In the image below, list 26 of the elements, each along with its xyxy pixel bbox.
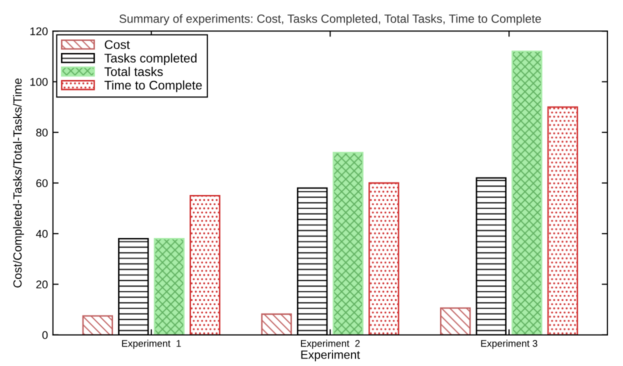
legend-label: Time to Complete bbox=[104, 80, 202, 92]
legend-label: Total tasks bbox=[104, 66, 163, 76]
bar bbox=[512, 50, 542, 335]
legend-label: Tasks completed bbox=[104, 53, 196, 66]
x-tick-label: Experiment 2 bbox=[301, 340, 360, 349]
y-tick-label: 40 bbox=[36, 230, 48, 238]
y-tick-label: 80 bbox=[36, 128, 48, 137]
bar bbox=[82, 315, 114, 335]
y-tick-label: 60 bbox=[36, 179, 48, 188]
bar bbox=[368, 182, 400, 335]
y-tick-label: 120 bbox=[30, 27, 48, 36]
y-tick-label: 100 bbox=[30, 78, 48, 86]
y-tick-label: 20 bbox=[36, 280, 48, 288]
bar bbox=[261, 313, 292, 335]
x-tick-label: Experiment 3 bbox=[481, 340, 538, 349]
chart-title: Summary of experiments: Cost, Tasks Completed, Total Tasks, Time to Complete bbox=[119, 14, 541, 26]
y-axis-title: Cost/Completed-Tasks/Total-Tasks/Time bbox=[12, 78, 24, 288]
bar bbox=[332, 152, 364, 335]
bar bbox=[190, 194, 220, 335]
bar bbox=[154, 238, 185, 335]
legend-label: Cost bbox=[104, 40, 130, 50]
y-tick-label: 0 bbox=[42, 331, 48, 340]
x-tick-label: Experiment 1 bbox=[122, 340, 181, 349]
bar bbox=[440, 307, 471, 335]
bar bbox=[547, 106, 578, 335]
x-axis-title: Experiment bbox=[301, 350, 360, 362]
